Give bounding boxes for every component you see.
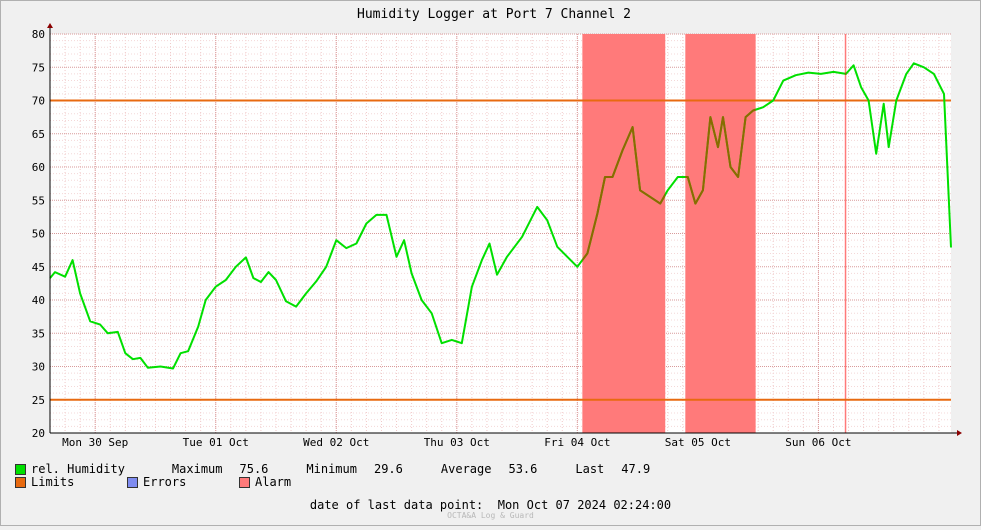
legend-row-stats: rel. Humidity Maximum 75.6 Minimum 29.6 …: [15, 462, 650, 476]
last-data-point: date of last data point: Mon Oct 07 2024…: [0, 498, 981, 512]
last-data-point-label: date of last data point:: [309, 498, 484, 512]
legend-label-humidity: rel. Humidity: [31, 462, 125, 476]
legend-label-alarm: Alarm: [255, 475, 292, 489]
last-value: 47.9: [621, 462, 651, 476]
series-line-humidity: [49, 62, 952, 370]
maximum-label: Maximum: [171, 462, 223, 476]
watermark: OCTA&A Log & Guard: [447, 511, 534, 520]
y-tick-label: 40: [32, 294, 45, 307]
legend-row-markers: Limits Errors Alarm: [15, 475, 291, 489]
x-tick-label: Wed 02 Oct: [303, 436, 369, 449]
last-label: Last: [575, 462, 605, 476]
y-tick-label: 35: [32, 327, 45, 340]
x-tick-label: Mon 30 Sep: [62, 436, 128, 449]
legend-swatch-alarm: [239, 476, 250, 488]
last-data-point-value: Mon Oct 07 2024 02:24:00: [497, 498, 672, 512]
x-tick-label: Fri 04 Oct: [544, 436, 610, 449]
alarm-band: [844, 34, 847, 433]
alarm-band: [685, 34, 756, 433]
legend-swatch-errors: [127, 476, 138, 488]
average-label: Average: [440, 462, 492, 476]
legend-item-errors: Errors: [127, 475, 239, 489]
alarm-band: [582, 34, 666, 433]
y-tick-label: 55: [32, 194, 45, 207]
average-value: 53.6: [508, 462, 538, 476]
maximum-value: 75.6: [239, 462, 269, 476]
y-tick-label: 75: [32, 61, 45, 74]
legend-swatch-limits: [15, 476, 26, 488]
y-tick-label: 80: [32, 28, 45, 41]
x-tick-label: Thu 03 Oct: [424, 436, 490, 449]
y-tick-label: 25: [32, 394, 45, 407]
legend-label-limits: Limits: [31, 475, 75, 489]
legend-item-alarm: Alarm: [239, 475, 291, 489]
legend-item-humidity: rel. Humidity: [15, 462, 125, 476]
y-tick-label: 65: [32, 128, 45, 141]
plot-area: 20 25 30 35 40 45 50 55 60 65 70 75 80 Mon 30 Sep Tue …: [32, 23, 962, 449]
chart-title: Humidity Logger at Port 7 Channel 2: [357, 7, 631, 22]
minimum-value: 29.6: [373, 462, 403, 476]
legend-swatch-humidity: [15, 463, 26, 475]
y-tick-label: 45: [32, 261, 45, 274]
y-tick-label: 70: [32, 95, 45, 108]
x-tick-label: Sun 06 Oct: [785, 436, 851, 449]
x-tick-label: Sat 05 Oct: [665, 436, 731, 449]
y-axis-arrow: [47, 23, 53, 28]
minimum-label: Minimum: [306, 462, 357, 476]
x-tick-label: Tue 01 Oct: [183, 436, 249, 449]
y-tick-label: 50: [32, 228, 45, 241]
y-tick-label: 60: [32, 161, 45, 174]
x-axis-arrow: [957, 430, 962, 436]
legend-item-limits: Limits: [15, 475, 127, 489]
y-tick-label: 20: [32, 427, 45, 440]
legend-label-errors: Errors: [143, 475, 187, 489]
y-tick-label: 30: [32, 361, 45, 374]
